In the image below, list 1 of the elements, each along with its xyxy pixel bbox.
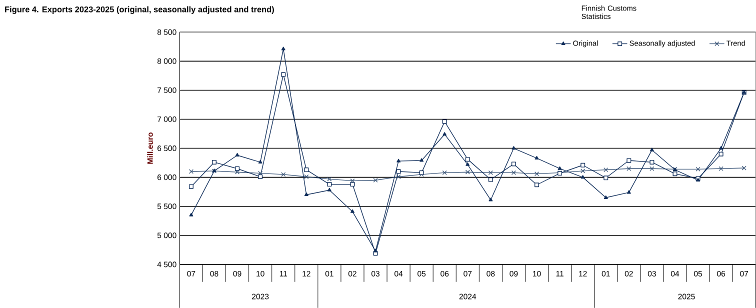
chart-title: Figure 4. Exports 2023-2025 (original, seasonally adjusted and trend) bbox=[5, 6, 274, 14]
